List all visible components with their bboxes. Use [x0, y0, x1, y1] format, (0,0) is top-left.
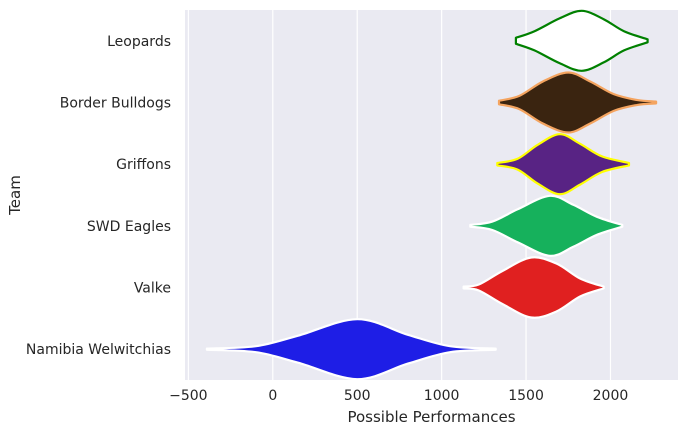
violin-swd-eagles	[469, 194, 624, 257]
x-tick-label: 500	[344, 388, 371, 404]
violin-border-bulldogs	[497, 71, 658, 134]
violin-leopards	[514, 9, 649, 72]
y-axis-label: Team	[6, 175, 24, 216]
y-tick-label: Namibia Welwitchias	[26, 342, 171, 358]
x-axis-label: Possible Performances	[347, 408, 515, 426]
x-tick-label: −500	[169, 388, 207, 404]
y-tick-label: Leopards	[107, 34, 171, 50]
x-tick-label: 1000	[424, 388, 460, 404]
x-tick-label: 0	[268, 388, 277, 404]
x-tick-label: 2000	[593, 388, 629, 404]
y-tick-label: Border Bulldogs	[60, 96, 171, 112]
violin-namibia-welwitchias	[205, 318, 497, 381]
x-tick-label: 1500	[508, 388, 544, 404]
grid-lines	[187, 10, 612, 380]
violin-griffons	[496, 133, 631, 196]
x-tick-labels: −500 0 500 1000 1500 2000	[169, 388, 628, 404]
plot-background	[185, 10, 678, 380]
violins	[205, 9, 658, 381]
y-tick-label: Valke	[134, 281, 171, 297]
y-tick-label: Griffons	[116, 157, 171, 173]
y-tick-labels: Leopards Border Bulldogs Griffons SWD Eagle…	[26, 34, 171, 358]
y-tick-label: SWD Eagles	[87, 219, 171, 235]
violin-valke	[462, 256, 605, 319]
